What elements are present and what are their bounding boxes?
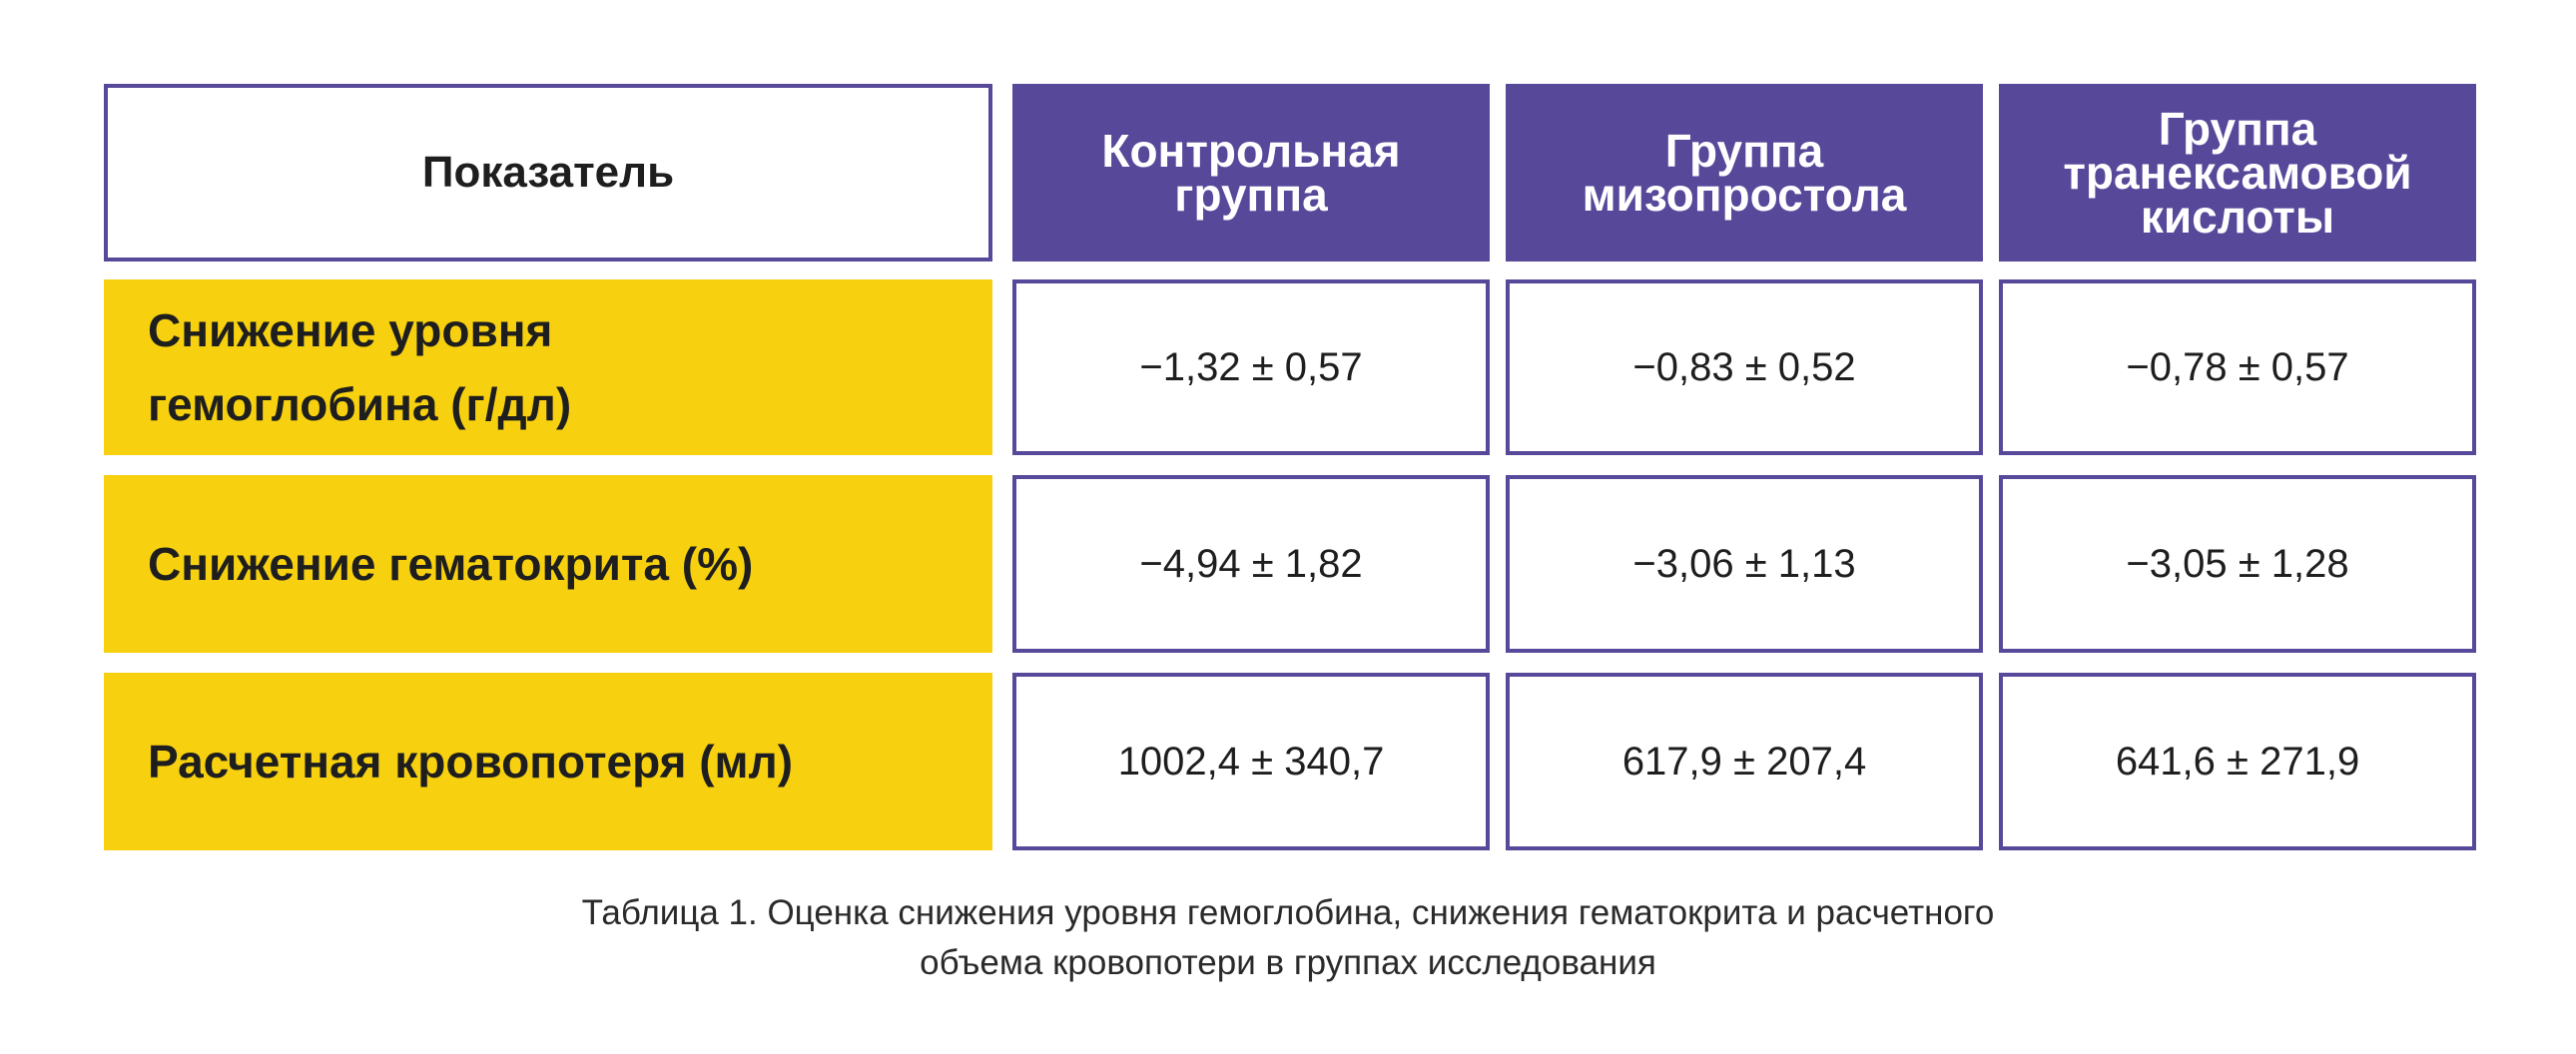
cell-value: 1002,4 ± 340,7: [1117, 739, 1385, 784]
header-control-group: Контрольная группа: [1012, 84, 1490, 262]
row-label-text: Снижение гематокрита (%): [148, 538, 754, 590]
row-label-blood-loss: Расчетная кровопотеря (мл): [104, 673, 992, 850]
table-cell: −3,05 ± 1,28: [1999, 475, 2476, 653]
table-caption: Таблица 1. Оценка снижения уровня гемогл…: [581, 893, 1995, 982]
header-control-group-label: Контрольная группа: [1101, 125, 1401, 221]
cell-value: −3,06 ± 1,13: [1632, 541, 1856, 586]
table-cell: −0,83 ± 0,52: [1506, 279, 1983, 455]
cell-value: −0,78 ± 0,57: [2126, 344, 2349, 389]
table-cell: −3,06 ± 1,13: [1506, 475, 1983, 653]
row-label-text: Снижение уровня гемоглобина (г/дл): [148, 304, 572, 430]
table-cell: 1002,4 ± 340,7: [1012, 673, 1490, 850]
cell-value: 617,9 ± 207,4: [1621, 739, 1867, 784]
header-indicator: Показатель: [104, 84, 992, 262]
header-indicator-label: Показатель: [421, 148, 675, 197]
table-cell: 617,9 ± 207,4: [1506, 673, 1983, 850]
cell-value: 641,6 ± 271,9: [2115, 739, 2360, 784]
table-cell: 641,6 ± 271,9: [1999, 673, 2476, 850]
header-tranexamic-group: Группа транексамовой кислоты: [1999, 84, 2476, 262]
header-tranexamic-group-label: Группа транексамовой кислоты: [2063, 103, 2412, 243]
header-misoprostol-group: Группа мизопростола: [1506, 84, 1983, 262]
header-misoprostol-group-label: Группа мизопростола: [1582, 125, 1907, 221]
table-cell: −0,78 ± 0,57: [1999, 279, 2476, 455]
cell-value: −4,94 ± 1,82: [1139, 541, 1363, 586]
cell-value: −0,83 ± 0,52: [1632, 344, 1856, 389]
cell-value: −1,32 ± 0,57: [1139, 344, 1363, 389]
cell-value: −3,05 ± 1,28: [2126, 541, 2349, 586]
row-label-text: Расчетная кровопотеря (мл): [148, 736, 794, 788]
row-label-hematocrit: Снижение гематокрита (%): [104, 475, 992, 653]
table-cell: −1,32 ± 0,57: [1012, 279, 1490, 455]
table-cell: −4,94 ± 1,82: [1012, 475, 1490, 653]
row-label-hemoglobin: Снижение уровня гемоглобина (г/дл): [104, 279, 992, 455]
